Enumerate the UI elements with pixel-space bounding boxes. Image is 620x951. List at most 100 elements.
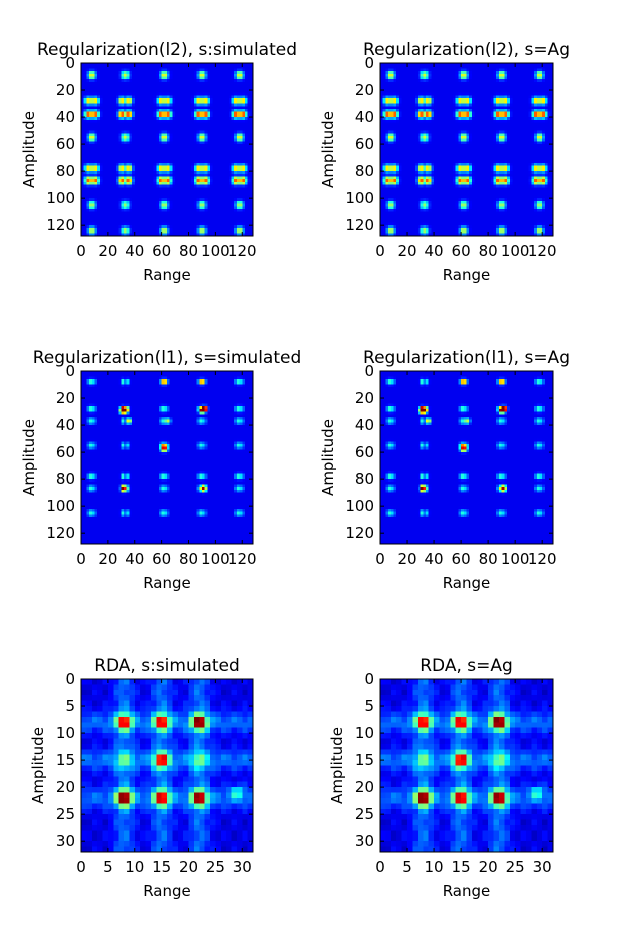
heatmap-cell [175,144,179,148]
heatmap-cell [172,90,176,94]
heatmap-cell [455,92,459,96]
heatmap-cell [158,122,163,126]
heatmap-cell [107,71,111,75]
heatmap-cell [118,233,122,237]
heatmap-cell [107,68,111,72]
heatmap-cell [97,106,101,110]
heatmap-cell [196,81,200,86]
heatmap-cell [415,84,419,88]
heatmap-cell [86,87,90,91]
heatmap-cell [218,114,222,118]
heatmap-cell [207,146,211,150]
heatmap-cell [169,130,173,134]
heatmap-cell [204,173,208,177]
heatmap-cell [94,176,98,180]
heatmap-cell [247,225,251,229]
heatmap-cell [512,95,516,99]
heatmap-cell [110,98,114,102]
heatmap-cell [204,206,208,210]
heatmap-cell [218,63,222,67]
heatmap-cell [94,108,98,113]
heatmap-cell [172,103,176,107]
heatmap-cell [393,95,397,99]
heatmap-cell [215,230,219,234]
heatmap-cell [231,222,235,226]
heatmap-cell [385,98,389,102]
heatmap-cell [247,222,251,226]
heatmap-cell [158,179,163,183]
heatmap-cell [382,95,386,99]
heatmap-cell [493,73,497,77]
heatmap-cell [175,90,179,94]
heatmap-cell [150,152,154,156]
heatmap-cell [140,65,144,69]
heatmap-cell [204,138,208,142]
heatmap-cell [520,71,524,75]
heatmap-cell [102,100,106,104]
heatmap-cell [223,76,227,80]
heatmap-cell [226,125,230,129]
heatmap-cell [118,135,122,140]
heatmap-cell [156,163,160,167]
heatmap-cell [81,98,85,102]
heatmap-cell [145,227,149,231]
heatmap-cell [550,90,554,94]
heatmap-cell [220,92,224,96]
heatmap-cell [480,68,484,72]
heatmap-cell [439,63,443,67]
heatmap-cell [201,195,206,199]
heatmap-cell [107,92,111,96]
heatmap-cell [210,176,214,180]
heatmap-cell [193,138,197,142]
heatmap-cell [156,173,160,177]
heatmap-cell [97,152,101,156]
heatmap-cell [137,225,141,229]
heatmap-cell [164,144,168,148]
heatmap-cell [115,181,120,186]
heatmap-cell [169,76,173,80]
heatmap-cell [140,149,144,153]
heatmap-cell [458,68,462,72]
heatmap-cell [193,127,197,131]
heatmap-cell [193,165,197,169]
heatmap-cell [142,157,146,161]
heatmap-cell [390,87,394,91]
heatmap-cell [204,100,208,104]
heatmap-cell [393,84,397,88]
heatmap-cell [132,79,136,83]
heatmap-cell [83,138,87,142]
heatmap-cell [228,108,232,113]
heatmap-cell [150,198,154,202]
heatmap-cell [199,168,203,172]
heatmap-cell [193,192,197,196]
heatmap-cell [218,225,222,229]
heatmap-cell [234,92,238,96]
heatmap-cell [223,181,227,186]
heatmap-cell [239,84,243,88]
heatmap-cell [191,84,195,88]
heatmap-cell [239,127,243,131]
heatmap-cell [525,73,530,77]
heatmap-cell [177,149,181,153]
heatmap-cell [81,73,85,77]
heatmap-cell [442,90,446,94]
heatmap-cell [199,171,203,175]
heatmap-cell [228,195,232,199]
heatmap-cell [431,90,435,94]
heatmap-cell [164,138,168,142]
heatmap-cell [177,111,181,115]
heatmap-cell [89,165,93,169]
heatmap-cell [204,111,208,115]
heatmap-cell [137,125,141,129]
heatmap-cell [107,146,111,150]
heatmap-cell [91,114,95,118]
heatmap-cell [185,219,189,223]
heatmap-cell [220,125,224,129]
heatmap-cell [196,111,200,115]
heatmap-cell [228,206,232,210]
heatmap-cell [215,100,219,104]
heatmap-cell [169,187,173,191]
heatmap-cell [207,165,211,169]
heatmap-cell [118,192,122,196]
heatmap-cell [94,141,98,145]
